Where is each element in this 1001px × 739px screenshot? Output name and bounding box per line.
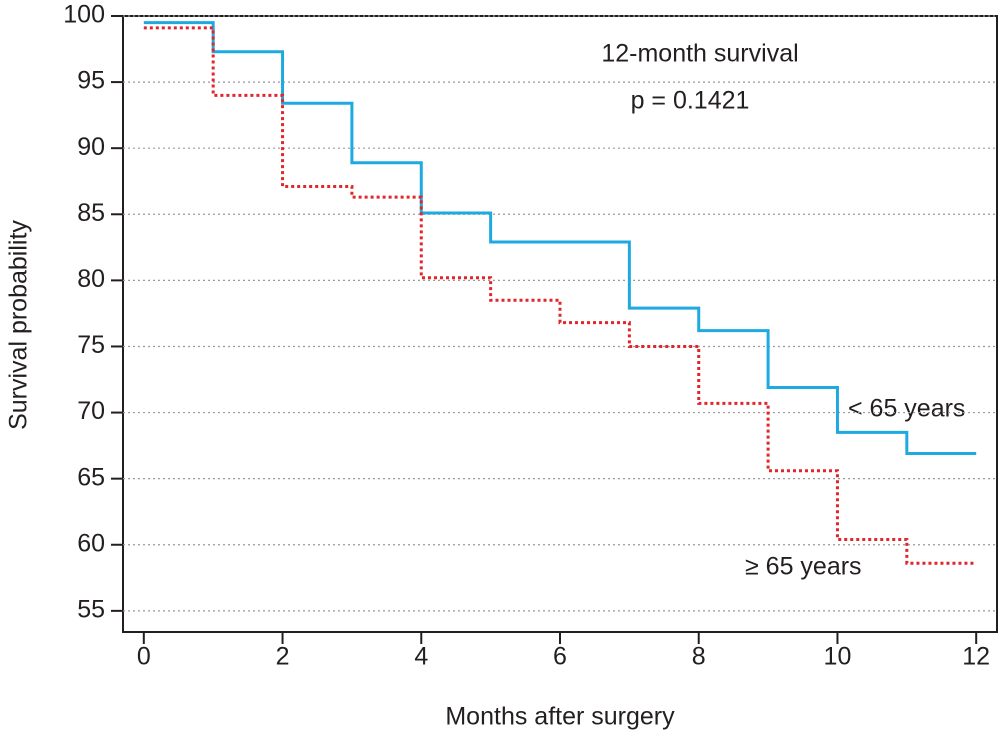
x-tick-label: 0 [137,643,151,671]
series-label: < 65 years [848,395,965,423]
x-tick-label: 4 [414,643,428,671]
x-tick-label: 12 [962,643,990,671]
series-label: ≥ 65 years [745,553,862,581]
y-tick-label: 75 [77,331,105,359]
x-tick-label: 8 [692,643,706,671]
survival-curve [143,26,977,565]
annotation: p = 0.1421 [631,87,750,115]
y-tick-label: 85 [77,199,105,227]
y-tick-label: 95 [77,67,105,95]
y-tick-label: 80 [77,265,105,293]
x-axis-title: Months after surgery [445,703,675,731]
y-tick-label: 60 [77,529,105,557]
annotation: 12-month survival [601,40,798,68]
x-tick-label: 6 [553,643,567,671]
y-tick-label: 90 [77,133,105,161]
y-tick-label: 70 [77,397,105,425]
x-tick-label: 2 [276,643,290,671]
y-tick-label: 100 [63,1,105,29]
y-axis-title: Survival probability [5,220,33,430]
y-tick-label: 65 [77,463,105,491]
y-tick-label: 55 [77,595,105,623]
survival-curve [143,21,977,456]
x-tick-label: 10 [824,643,852,671]
